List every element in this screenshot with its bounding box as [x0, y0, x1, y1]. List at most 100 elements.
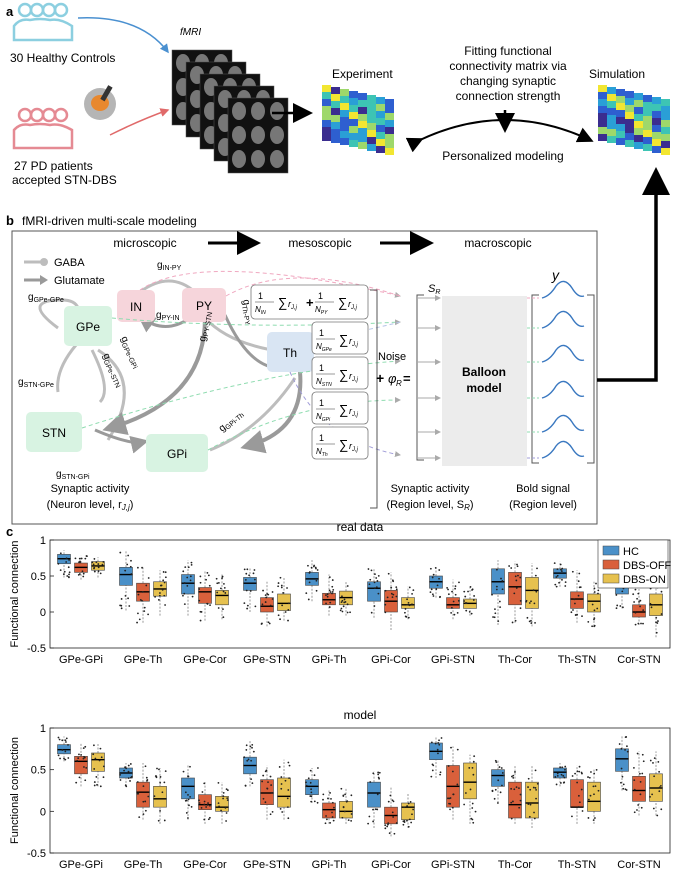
- box-iqr: [491, 769, 505, 787]
- data-point: [146, 779, 149, 781]
- equals-sign: =: [403, 371, 411, 386]
- data-point: [267, 621, 270, 624]
- data-point: [182, 770, 185, 773]
- data-point: [164, 604, 166, 606]
- data-point: [511, 621, 514, 624]
- plot-frame: [49, 727, 671, 854]
- data-point: [577, 806, 580, 808]
- bold-signal-caption-2: (Region level): [509, 499, 577, 511]
- data-point: [391, 596, 394, 599]
- matrix-cell: [367, 102, 376, 109]
- data-point: [245, 589, 248, 592]
- data-point: [182, 570, 185, 573]
- data-point: [68, 559, 70, 561]
- healthy-people-icon: [12, 2, 74, 42]
- data-point: [429, 591, 432, 594]
- data-point: [328, 589, 331, 592]
- data-point: [315, 579, 318, 582]
- data-point: [310, 788, 313, 791]
- data-point: [438, 739, 440, 742]
- matrix-cell: [385, 127, 394, 134]
- data-point: [564, 768, 566, 771]
- data-point: [307, 564, 309, 567]
- data-point: [124, 594, 127, 597]
- data-point: [145, 776, 148, 779]
- data-point: [636, 597, 638, 600]
- data-point: [269, 604, 272, 607]
- data-point: [326, 593, 329, 596]
- data-point: [93, 570, 96, 573]
- data-point: [97, 565, 99, 568]
- box-iqr: [570, 591, 584, 609]
- box-dbs-off: [198, 570, 212, 622]
- data-point: [129, 763, 132, 765]
- data-point: [62, 573, 65, 576]
- weight-th-py: gTh-PY: [239, 299, 255, 326]
- data-point: [187, 817, 189, 819]
- scale-microscopic: microscopic: [113, 236, 176, 250]
- formula-r: rJ,j: [288, 299, 298, 311]
- matrix-cell: [358, 107, 367, 114]
- data-point: [346, 603, 349, 606]
- personalized-modeling-label: Personalized modeling: [442, 149, 563, 163]
- data-point: [64, 758, 67, 761]
- data-point: [246, 568, 249, 571]
- box-iqr: [632, 604, 646, 618]
- data-point: [463, 600, 466, 602]
- data-point: [222, 795, 225, 798]
- data-point: [217, 782, 220, 784]
- data-point: [341, 816, 344, 819]
- box-hc: [243, 740, 257, 787]
- data-point: [431, 593, 434, 596]
- data-point: [570, 611, 573, 614]
- box-hc: [119, 763, 133, 788]
- data-point: [203, 800, 206, 803]
- data-point: [411, 593, 413, 595]
- matrix-cell: [385, 106, 394, 113]
- data-point: [384, 589, 387, 592]
- data-point: [63, 570, 66, 573]
- data-point: [127, 764, 130, 767]
- data-point: [219, 587, 222, 590]
- data-point: [203, 803, 206, 806]
- data-point: [339, 609, 342, 612]
- data-point: [322, 793, 325, 796]
- matrix-cell: [358, 93, 367, 100]
- data-point: [530, 600, 532, 603]
- box-iqr: [305, 779, 319, 795]
- data-point: [642, 760, 645, 763]
- data-point: [499, 606, 502, 609]
- data-point: [660, 613, 663, 615]
- data-point: [491, 593, 493, 596]
- data-point: [514, 575, 517, 578]
- data-point: [163, 781, 166, 784]
- data-point: [406, 603, 409, 606]
- x-tick-label: Th-Cor: [498, 654, 533, 666]
- data-point: [436, 584, 439, 587]
- box-dbs-off: [446, 746, 460, 820]
- data-point: [279, 618, 281, 621]
- matrix-cell: [652, 139, 661, 146]
- data-point: [61, 739, 64, 742]
- data-point: [67, 566, 70, 569]
- data-point: [136, 621, 138, 624]
- data-point: [350, 794, 353, 797]
- data-point: [518, 806, 521, 809]
- data-point: [556, 772, 559, 775]
- data-point: [454, 593, 457, 596]
- matrix-cell: [349, 140, 358, 147]
- matrix-cell: [376, 125, 385, 132]
- data-point: [183, 603, 186, 606]
- data-point: [596, 607, 599, 610]
- data-point: [331, 816, 334, 818]
- pd-patients-label-1: 27 PD patients: [14, 159, 93, 173]
- data-point: [159, 592, 161, 594]
- data-point: [571, 815, 573, 818]
- data-point: [127, 597, 129, 600]
- svg-text:PY: PY: [196, 299, 212, 313]
- data-point: [402, 823, 405, 826]
- box-hc: [305, 560, 319, 602]
- data-point: [554, 583, 557, 586]
- healthy-to-fmri-arrow: [77, 17, 169, 54]
- weight-py-in: gPY-IN: [156, 310, 180, 322]
